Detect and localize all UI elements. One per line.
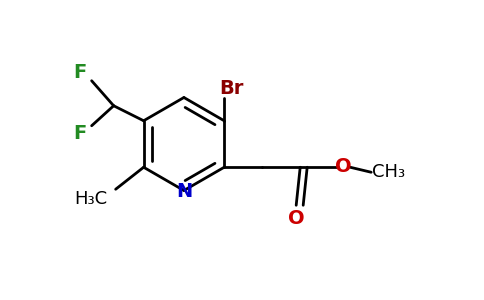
Text: H₃C: H₃C (74, 190, 107, 208)
Text: O: O (335, 157, 351, 176)
Text: Br: Br (219, 79, 243, 98)
Text: N: N (176, 182, 192, 201)
Text: O: O (288, 209, 304, 228)
Text: F: F (73, 63, 86, 82)
Text: F: F (73, 124, 86, 143)
Text: CH₃: CH₃ (372, 163, 405, 181)
